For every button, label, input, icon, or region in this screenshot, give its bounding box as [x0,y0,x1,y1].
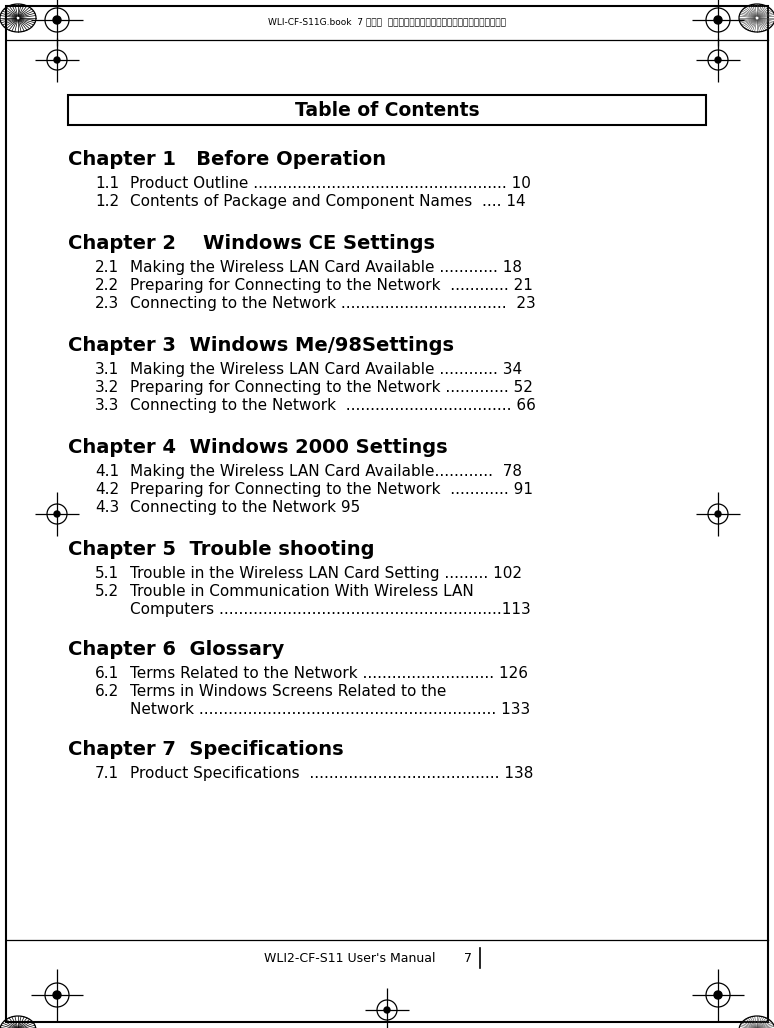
Text: Making the Wireless LAN Card Available ............ 34: Making the Wireless LAN Card Available .… [130,362,522,377]
Text: Connecting to the Network ..................................  23: Connecting to the Network ..............… [130,296,536,311]
Text: 1.2: 1.2 [95,194,119,209]
Text: Preparing for Connecting to the Network  ............ 91: Preparing for Connecting to the Network … [130,482,533,497]
Text: 4.1: 4.1 [95,464,119,479]
Text: Chapter 1   Before Operation: Chapter 1 Before Operation [68,150,386,169]
Circle shape [715,57,721,63]
Text: 4.3: 4.3 [95,500,119,515]
Bar [68,95,706,125]
Circle shape [715,511,721,517]
Circle shape [714,16,722,24]
Text: 7: 7 [464,952,472,964]
Text: 2.2: 2.2 [95,278,119,293]
Circle shape [54,57,60,63]
Circle shape [714,991,722,999]
Text: Trouble in the Wireless LAN Card Setting ......... 102: Trouble in the Wireless LAN Card Setting… [130,566,522,581]
Text: Terms Related to the Network ........................... 126: Terms Related to the Network ...........… [130,666,528,681]
Text: Connecting to the Network  .................................. 66: Connecting to the Network ..............… [130,398,536,413]
Text: Chapter 4  Windows 2000 Settings: Chapter 4 Windows 2000 Settings [68,438,447,457]
Text: Chapter 3  Windows Me/98Settings: Chapter 3 Windows Me/98Settings [68,336,454,355]
Text: Connecting to the Network 95: Connecting to the Network 95 [130,500,360,515]
Text: 4.2: 4.2 [95,482,119,497]
Text: Terms in Windows Screens Related to the: Terms in Windows Screens Related to the [130,684,447,699]
Text: Product Outline .................................................... 10: Product Outline ........................… [130,176,531,191]
Text: 3.1: 3.1 [95,362,119,377]
Text: 3.2: 3.2 [95,380,119,395]
Circle shape [53,991,61,999]
Text: 2.1: 2.1 [95,260,119,276]
Text: WLI-CF-S11G.book  7 ページ  ２００２年２月２７日　水曜日　午後９時１０分: WLI-CF-S11G.book 7 ページ ２００２年２月２７日 水曜日 午後… [268,17,506,27]
Text: Making the Wireless LAN Card Available............  78: Making the Wireless LAN Card Available..… [130,464,522,479]
Text: 1.1: 1.1 [95,176,119,191]
Text: WLI2-CF-S11 User's Manual: WLI2-CF-S11 User's Manual [264,952,436,964]
Text: Preparing for Connecting to the Network ............. 52: Preparing for Connecting to the Network … [130,380,533,395]
Text: 6.1: 6.1 [95,666,119,681]
Text: Chapter 5  Trouble shooting: Chapter 5 Trouble shooting [68,540,375,559]
Text: Preparing for Connecting to the Network  ............ 21: Preparing for Connecting to the Network … [130,278,533,293]
Text: 3.3: 3.3 [95,398,119,413]
Text: Making the Wireless LAN Card Available ............ 18: Making the Wireless LAN Card Available .… [130,260,522,276]
Text: 6.2: 6.2 [95,684,119,699]
Text: Trouble in Communication With Wireless LAN: Trouble in Communication With Wireless L… [130,584,474,599]
Circle shape [54,511,60,517]
Text: Network ............................................................. 133: Network ................................… [130,702,530,717]
Circle shape [53,16,61,24]
Text: Contents of Package and Component Names  .... 14: Contents of Package and Component Names … [130,194,526,209]
Circle shape [384,1007,390,1013]
Text: 5.2: 5.2 [95,584,119,599]
Text: Table of Contents: Table of Contents [295,101,479,119]
Text: 5.1: 5.1 [95,566,119,581]
Text: 7.1: 7.1 [95,766,119,781]
Text: Product Specifications  ....................................... 138: Product Specifications .................… [130,766,533,781]
Text: Chapter 2    Windows CE Settings: Chapter 2 Windows CE Settings [68,234,435,253]
Text: Computers ..........................................................113: Computers ..............................… [130,602,531,617]
Text: Chapter 6  Glossary: Chapter 6 Glossary [68,640,284,659]
Text: 2.3: 2.3 [95,296,119,311]
Text: Chapter 7  Specifications: Chapter 7 Specifications [68,740,344,759]
